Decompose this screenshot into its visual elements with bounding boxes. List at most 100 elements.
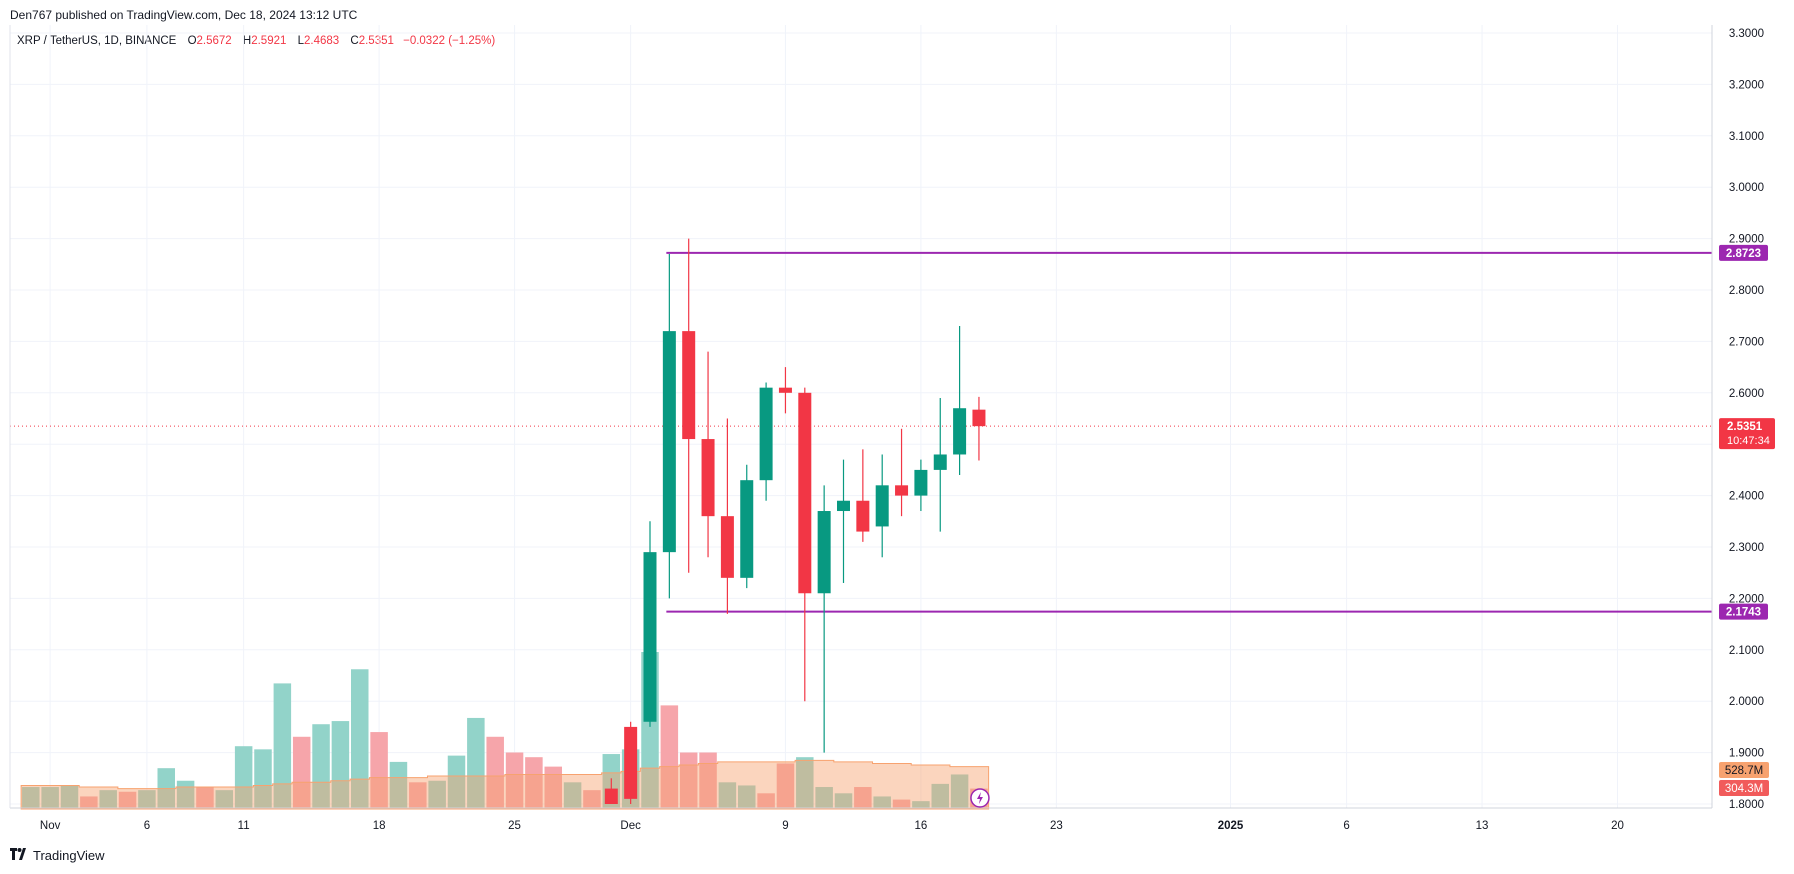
volume-bar bbox=[234, 746, 253, 809]
volume-bar bbox=[215, 790, 234, 809]
x-tick-label: Dec bbox=[620, 820, 641, 832]
volume-bar bbox=[912, 801, 930, 809]
volume-bar bbox=[447, 755, 466, 809]
y-tick-label: 3.3000 bbox=[1729, 28, 1764, 40]
footer-brand: TradingView bbox=[10, 848, 105, 863]
volume-bar bbox=[950, 774, 969, 809]
volume-bar bbox=[563, 782, 582, 809]
volume-bar bbox=[273, 683, 292, 809]
volume-bar bbox=[331, 721, 350, 809]
volume-bar bbox=[99, 790, 117, 809]
volume-bar bbox=[854, 787, 872, 809]
horizontal-levels bbox=[10, 251, 1712, 613]
volume-bar bbox=[486, 736, 504, 809]
candle-body bbox=[837, 500, 850, 512]
y-tick-label: 2.1000 bbox=[1729, 645, 1764, 657]
candle-body bbox=[624, 726, 638, 799]
candle-body bbox=[972, 409, 986, 427]
volume-bar bbox=[428, 780, 446, 809]
chart-grid bbox=[10, 25, 1712, 808]
level-badge-label: 2.1743 bbox=[1726, 607, 1761, 619]
symbol-name: XRP / TetherUS, 1D, BINANCE bbox=[17, 35, 177, 47]
volume-bar bbox=[370, 732, 388, 809]
volume-bar bbox=[660, 705, 679, 809]
volume-bar bbox=[138, 790, 156, 809]
volume-ma-area bbox=[20, 759, 990, 810]
volume-bar bbox=[505, 752, 524, 809]
candle-body bbox=[875, 485, 889, 527]
close-label: C bbox=[350, 35, 359, 47]
tradingview-logo-icon bbox=[10, 848, 28, 863]
candle-body bbox=[817, 511, 831, 594]
volume-bar bbox=[583, 790, 601, 809]
volume-bar bbox=[544, 766, 562, 809]
volume-bar bbox=[776, 763, 795, 809]
publisher-line: Den767 published on TradingView.com, Dec… bbox=[10, 8, 358, 22]
volume-bar bbox=[292, 736, 311, 809]
y-tick-label: 2.9000 bbox=[1729, 234, 1764, 246]
level-badge bbox=[1719, 603, 1768, 620]
volume-bar bbox=[41, 787, 59, 809]
candle-body bbox=[778, 387, 792, 393]
candles bbox=[604, 238, 986, 804]
axes: 3.3000 3.2000 3.1000 3.0000 2.9000 2.8000 2.70… bbox=[9, 25, 1764, 832]
y-tick-label: 3.2000 bbox=[1729, 79, 1764, 91]
volume-bar bbox=[892, 799, 911, 809]
volume-bar bbox=[254, 749, 272, 809]
y-tick-label: 2.4000 bbox=[1729, 491, 1764, 503]
volume-badge bbox=[1719, 780, 1769, 796]
high-label: H bbox=[242, 35, 252, 47]
symbol-legend: XRP / TetherUS, 1D, BINANCE O2.5672 H2.5… bbox=[17, 35, 495, 47]
volume-bar bbox=[22, 787, 40, 809]
x-tick-label: 20 bbox=[1611, 820, 1624, 832]
y-tick-label: 2.8000 bbox=[1729, 285, 1764, 297]
volume-bar bbox=[351, 669, 369, 809]
candle-body bbox=[604, 788, 618, 804]
y-tick-label: 2.3000 bbox=[1729, 542, 1764, 554]
change-value: −0.0322 (−1.25%) bbox=[403, 35, 496, 47]
volume-bar bbox=[757, 793, 775, 809]
y-tick-label: 3.0000 bbox=[1729, 182, 1764, 194]
volume-bar bbox=[718, 782, 737, 809]
volume-bar bbox=[679, 752, 698, 809]
countdown-label: 10:47:34 bbox=[1727, 435, 1770, 447]
volume-ma-label: 528.7M bbox=[1725, 765, 1763, 777]
low-value: 2.4683 bbox=[304, 35, 340, 47]
volume-label: 304.3M bbox=[1725, 783, 1763, 795]
candle-body bbox=[682, 331, 696, 440]
volume-bar bbox=[80, 796, 98, 809]
brand-name: TradingView bbox=[33, 848, 105, 863]
candle-body bbox=[798, 392, 812, 594]
volume-bar bbox=[525, 757, 543, 809]
x-tick-label: 9 bbox=[782, 820, 788, 832]
current-price-label: 2.5351 bbox=[1727, 421, 1763, 433]
x-tick-label: 23 bbox=[1050, 820, 1063, 832]
x-tick-label: 25 bbox=[508, 820, 521, 832]
y-tick-label: 2.7000 bbox=[1729, 336, 1764, 348]
x-tick-label: 6 bbox=[144, 820, 150, 832]
x-tick-label: 6 bbox=[1343, 820, 1349, 832]
volume-bar bbox=[60, 785, 79, 809]
close-value: 2.5351 bbox=[358, 35, 394, 47]
price-badges: 2.8723 2.1743 2.5351 10:47:34 528.7M 304.3M bbox=[970, 244, 1775, 808]
volume-bar bbox=[409, 782, 427, 809]
volume-bar bbox=[815, 787, 833, 809]
volume-bar bbox=[931, 783, 949, 809]
x-tick-label: 18 bbox=[373, 820, 386, 832]
current-price-badge bbox=[1719, 418, 1775, 450]
volume-bar bbox=[738, 785, 756, 809]
candle-body bbox=[914, 469, 928, 496]
high-value: 2.5921 bbox=[251, 35, 287, 47]
y-tick-label: 2.6000 bbox=[1729, 388, 1764, 400]
x-tick-label: 13 bbox=[1476, 820, 1489, 832]
candle-body bbox=[740, 480, 754, 578]
candle-body bbox=[662, 331, 676, 553]
volume-pane bbox=[20, 652, 990, 810]
y-tick-label: 1.8000 bbox=[1729, 799, 1764, 811]
y-tick-label: 3.1000 bbox=[1729, 131, 1764, 143]
x-tick-label: Nov bbox=[40, 820, 61, 832]
volume-bar bbox=[873, 796, 891, 809]
x-tick-label: 16 bbox=[915, 820, 928, 832]
volume-bar bbox=[118, 791, 137, 809]
